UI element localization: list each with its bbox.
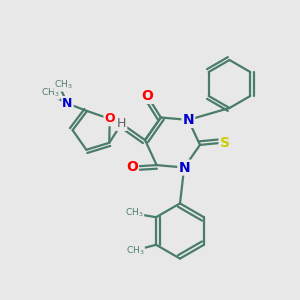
Text: N: N (182, 113, 194, 127)
Text: $\mathregular{CH_3}$: $\mathregular{CH_3}$ (54, 79, 72, 91)
Text: O: O (126, 160, 138, 174)
Text: O: O (141, 89, 153, 103)
Text: $\mathregular{CH_3}$: $\mathregular{CH_3}$ (125, 207, 144, 219)
Text: H: H (117, 117, 126, 130)
Text: N: N (62, 97, 73, 110)
Text: $\mathregular{CH_3}$: $\mathregular{CH_3}$ (41, 87, 59, 99)
Text: O: O (104, 112, 115, 125)
Text: $\mathregular{CH_3}$: $\mathregular{CH_3}$ (126, 244, 144, 257)
Text: S: S (220, 136, 230, 149)
Text: N: N (178, 160, 190, 175)
